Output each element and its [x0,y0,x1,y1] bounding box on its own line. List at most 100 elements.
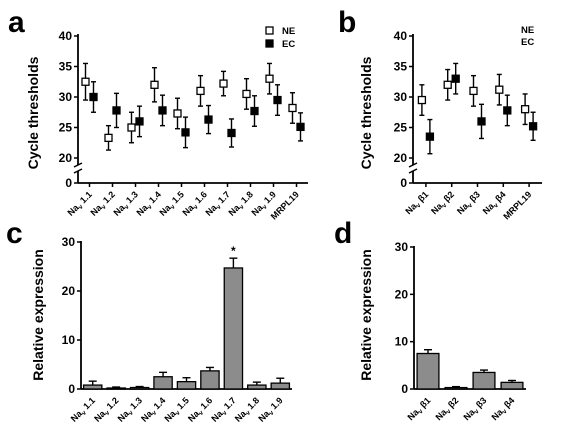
panel-d-x-tick-label: Nav β1 [405,395,433,423]
panel-b-x-tick-label: MRPL19 [501,189,533,221]
panel-b-x-tick-label: Nav β3 [455,189,483,217]
panel-a-ec-point [89,92,98,102]
legend-ne-marker [265,26,274,35]
panel-a-axis-break-upper [73,162,83,168]
panel-b-y-tick-label: 35 [394,60,408,74]
panel-c-bar [247,384,267,390]
panel-b-y-tick-label: 40 [394,29,408,43]
panel-d-y-tick-label: 30 [395,240,409,254]
panel-b-ne-point [520,105,530,114]
panel-b-axis-break-upper [408,162,418,168]
panel-a-y-tick-label: 25 [59,121,73,135]
legend-ne-label: NE [282,26,295,37]
panel-a-axis-break-lower [73,168,83,174]
panel-d-y-axis-label: Relative expression [358,249,374,381]
panel-c-x-tick-label: Nav 1.1 [69,395,99,425]
panel-a-x-tick-label: Nav 1.3 [112,189,142,219]
panel-a-ne-point [242,89,251,99]
panel-c-bar [223,267,244,390]
panel-a-ne-point [219,79,228,88]
panel-b-y-tick-label: 30 [394,90,408,104]
panel-d-bar [472,371,496,390]
panel-b-y-axis-label: Cycle thresholds [358,56,374,169]
panel-b-axis-break-lower [408,168,418,174]
panel-c-bar [153,376,173,390]
legend-ec-label: EC [282,39,295,50]
panel-b-ec-point [503,106,512,115]
panel-d-bar [444,386,468,390]
panel-c-bar [176,380,197,390]
panel-c-x-tick-label: Nav 1.3 [116,395,146,425]
panel-c-x-tick-label: Nav 1.6 [186,395,216,425]
panel-a-ne-point [265,74,274,83]
panel-b-legend: NE EC [521,25,534,48]
panel-c-x-tick-label: Nav 1.8 [233,395,263,425]
panel-a-x-tick-label: Nav 1.4 [135,189,165,219]
panel-c-letter: c [6,217,23,250]
panel-c-bar [270,382,291,390]
panel-a-ec-point [204,115,213,124]
panel-a-ec-point [181,128,190,137]
panel-d-x-tick-label: Nav β3 [461,395,489,423]
panel-a-ec-point [158,106,167,115]
panel-c-x-tick-label: Nav 1.2 [92,395,122,425]
panel-b-ne-point [443,80,452,89]
panel-b-ne-point [495,85,504,94]
panel-b-ec-point [528,122,538,131]
panel-c-y-tick-label: 0 [68,382,75,396]
panel-c-bar [129,386,150,390]
panel-b-ne-point [469,86,478,96]
panel-d-y-tick-label: 20 [395,287,409,301]
legend-b-ec-label: EC [521,37,534,48]
panel-a-y-tick-label: 20 [59,151,73,165]
panel-a-x-tick-label: Nav 1.2 [89,189,119,219]
panel-a-ec-point [250,106,259,116]
panel-a-y-axis-label: Cycle thresholds [25,56,41,169]
panel-c-x-tick-label: Nav 1.9 [256,395,286,425]
panel-d-x-tick-label: Nav β2 [433,395,461,423]
panel-a-y-tick-label: 40 [59,29,73,43]
panel-c-y-axis-label: Relative expression [30,249,46,381]
panel-a-y-tick-label: 30 [59,90,73,104]
panel-d-bar [416,352,440,390]
panel-b-ne-point [417,95,427,105]
panel-c-bar [82,384,103,390]
panel-b-y-tick-label: 20 [394,151,408,165]
panel-b-letter: b [338,6,356,39]
panel-a-ec-point [112,106,121,115]
panel-b-x-tick-label: Nav β1 [403,189,431,217]
panel-c-x-tick-label: Nav 1.4 [139,395,169,425]
panel-a-ne-point [81,77,90,86]
panel-d-y-tick-label: 10 [395,335,409,349]
panel-b-y-tick-label: 0 [400,176,407,190]
panel-a-ne-point [104,133,113,143]
panel-d-letter: d [334,217,352,250]
panel-a-x-tick-label: Nav 1.8 [227,189,257,219]
panel-c-y-tick-label: 30 [62,235,76,249]
panel-a-x-tick-label: Nav 1.6 [181,189,211,219]
panel-b-ec-point [425,132,435,141]
panel-c-x-tick-label: Nav 1.5 [163,395,193,425]
panel-a-ne-point [173,109,182,118]
panel-d-y-tick-label: 0 [401,382,408,396]
panel-a-ec-point [227,128,236,138]
panel-b-ec-point [451,74,460,83]
panel-c-bar [106,387,126,390]
panel-a-legend: NE EC [265,26,295,50]
panel-a-ne-point [127,123,136,132]
panel-a-ne-point [196,86,205,96]
legend-b-ne-label: NE [521,25,534,36]
panel-c-y-tick-label: 10 [62,333,76,347]
panel-c-significance-marker: * [231,244,236,258]
panel-a-x-tick-label: Nav 1.5 [158,189,188,219]
panel-d-bar [500,381,524,390]
panel-c-y-tick-label: 20 [62,284,76,298]
